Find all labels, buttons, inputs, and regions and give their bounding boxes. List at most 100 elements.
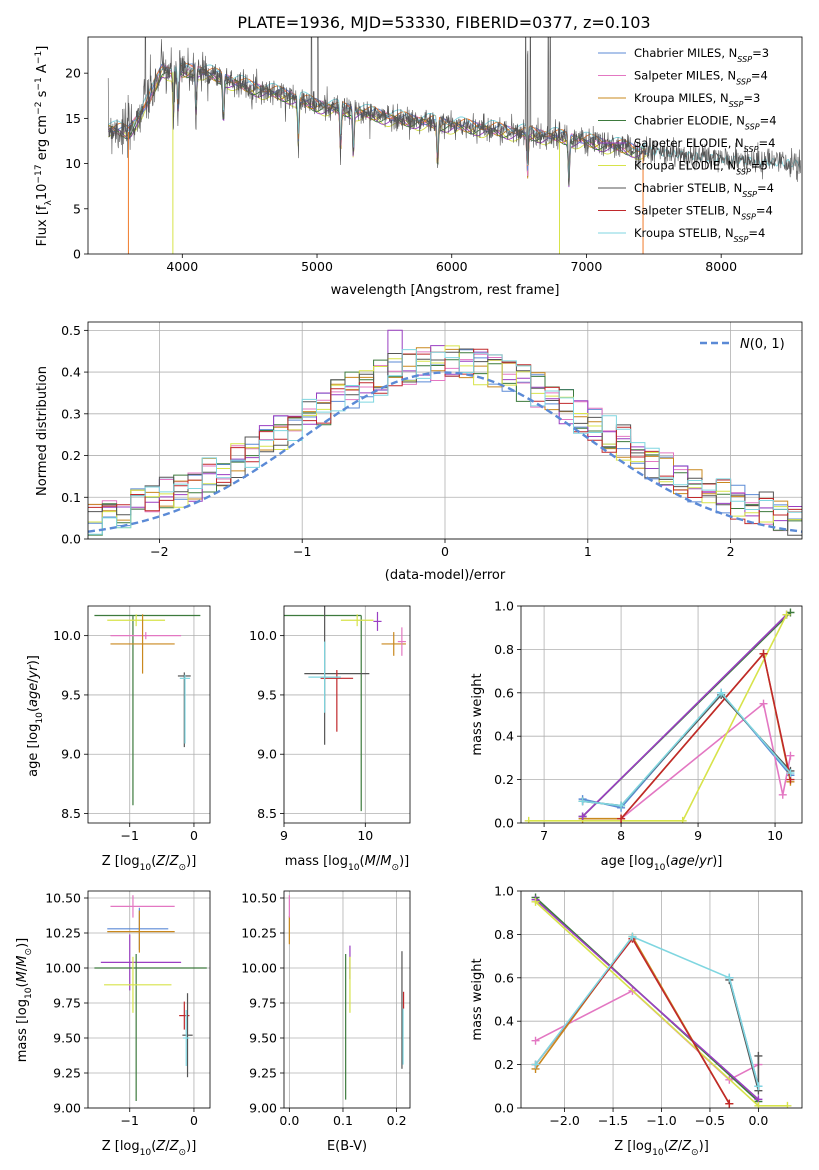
histogram-step-line xyxy=(88,349,802,535)
y-tick-label: 9.25 xyxy=(53,1066,81,1081)
legend-label: Chabrier STELIB, NSSP=4 xyxy=(634,181,774,199)
plot-area xyxy=(284,606,406,812)
weight-point-marker xyxy=(531,897,540,906)
y-tick-label: 0.2 xyxy=(494,772,514,787)
y-tick-label: 0.2 xyxy=(61,448,81,463)
x-axis-label: Z [log10(Z/Z⊙)] xyxy=(614,1139,709,1158)
x-tick-label: −1 xyxy=(121,828,139,843)
y-tick-label: 10.00 xyxy=(45,961,81,976)
y-axis-label: mass weight xyxy=(470,958,485,1040)
weight-point-marker xyxy=(578,797,587,806)
x-tick-label: 7000 xyxy=(571,259,603,274)
weight-point-marker xyxy=(524,816,533,823)
y-tick-label: 0.8 xyxy=(494,927,514,942)
x-tick-label: 0.0 xyxy=(748,1113,768,1128)
y-tick-label: 15 xyxy=(65,111,81,126)
y-tick-label: 10.25 xyxy=(241,926,277,941)
y-tick-label: 0.4 xyxy=(494,1014,514,1029)
y-tick-label: 9.25 xyxy=(249,1066,277,1081)
x-tick-label: 9 xyxy=(694,828,702,843)
axes-frame xyxy=(87,321,803,540)
weight-point-marker xyxy=(786,769,795,778)
y-axis-label: age [log10(age/yr)] xyxy=(26,655,45,777)
y-tick-label: 10.00 xyxy=(241,961,277,976)
axes-frame xyxy=(87,605,211,824)
x-tick-label: 4000 xyxy=(166,259,198,274)
weight-point-marker xyxy=(778,790,787,799)
x-axis-label: Z [log10(Z/Z⊙)] xyxy=(102,854,197,873)
axes-frame xyxy=(520,605,803,824)
y-tick-label: 0.3 xyxy=(61,406,81,421)
plot-area xyxy=(107,37,801,254)
x-axis-label: age [log10(age/yr)] xyxy=(601,854,723,873)
x-tick-label: 7 xyxy=(540,828,548,843)
y-tick-label: 9.5 xyxy=(61,687,81,702)
axes-frame xyxy=(520,890,803,1109)
y-tick-label: 0.1 xyxy=(61,490,81,505)
x-tick-label: 10 xyxy=(767,828,783,843)
spectrum-data-line xyxy=(107,37,801,187)
weight-point-marker xyxy=(617,801,626,810)
y-axis-label: Normed distribution xyxy=(35,366,50,496)
legend-label: Chabrier MILES, NSSP=3 xyxy=(634,46,769,64)
x-tick-label: 8000 xyxy=(705,259,737,274)
panel-mass-vs-EBV: 0.0 0.1 0.2 9.00 9.25 9.50 9.75 10.00 10.25 10.50… xyxy=(241,891,411,1154)
weight-point-marker xyxy=(678,816,687,823)
weight-point-marker xyxy=(754,1082,763,1091)
panel-residuals: −2 −1 0 1 2 0.0 0.1 0.2 0.3 0.4 0.5 N(0, 1) (data-mo… xyxy=(35,321,803,583)
x-tick-label: 5000 xyxy=(301,259,333,274)
plot-area xyxy=(88,329,802,536)
y-tick-label: 9.5 xyxy=(257,687,277,702)
legend-label: Salpeter MILES, NSSP=4 xyxy=(634,69,768,87)
y-tick-label: 9.50 xyxy=(53,1031,81,1046)
x-tick-label: 9 xyxy=(280,828,288,843)
x-axis-label: E(B-V) xyxy=(327,1139,367,1154)
x-tick-label: 0 xyxy=(190,1113,198,1128)
y-axis-label: mass [log10(M/M⊙)] xyxy=(15,938,34,1062)
legend-label: Salpeter STELIB, NSSP=4 xyxy=(634,204,773,222)
panel-weight-vs-age: 7 8 9 10 0.0 0.2 0.4 0.6 0.8 1.0 age [log10(age/yr… xyxy=(470,599,803,873)
weight-point-marker xyxy=(759,699,768,708)
y-tick-label: 10.25 xyxy=(45,926,81,941)
axes-frame xyxy=(87,890,211,1109)
y-tick-label: 0.6 xyxy=(494,970,514,985)
y-tick-label: 9.75 xyxy=(249,996,277,1011)
weight-point-marker xyxy=(617,814,626,823)
x-tick-label: 0.1 xyxy=(333,1113,353,1128)
y-tick-label: 0.0 xyxy=(494,1101,514,1116)
figure-title: PLATE=1936, MJD=53330, FIBERID=0377, z=0… xyxy=(237,13,650,32)
y-tick-label: 9.00 xyxy=(53,1101,81,1116)
weight-point-marker xyxy=(531,1060,540,1069)
spectrum-model-line xyxy=(107,71,647,188)
weight-series-line xyxy=(582,614,788,818)
y-tick-label: 9.0 xyxy=(61,747,81,762)
x-axis-label: Z [log10(Z/Z⊙)] xyxy=(102,1139,197,1158)
weight-point-marker xyxy=(754,1101,763,1108)
y-tick-label: 9.0 xyxy=(257,747,277,762)
x-axis-label: mass [log10(M/M⊙)] xyxy=(285,854,409,873)
x-tick-label: 6000 xyxy=(436,259,468,274)
y-tick-label: 10 xyxy=(65,156,81,171)
y-tick-label: 0.0 xyxy=(61,532,81,547)
weight-series-line xyxy=(582,693,792,807)
plot-area xyxy=(94,614,201,806)
y-tick-label: 10.0 xyxy=(249,628,277,643)
x-tick-label: 0 xyxy=(441,544,449,559)
y-tick-label: 9.50 xyxy=(249,1031,277,1046)
weight-point-marker xyxy=(786,751,795,760)
y-tick-label: 1.0 xyxy=(494,884,514,899)
legend-label: Salpeter ELODIE, NSSP=4 xyxy=(634,136,775,154)
y-tick-label: 0.2 xyxy=(494,1057,514,1072)
legend-label: N(0, 1) xyxy=(740,337,785,352)
y-axis-label: Flux [fλ10−17 erg cm−2 s−1 A−1] xyxy=(34,46,54,247)
y-axis-label: mass weight xyxy=(470,673,485,755)
weight-point-marker xyxy=(725,1099,734,1108)
x-tick-label: 0.0 xyxy=(279,1113,299,1128)
weight-point-marker xyxy=(782,610,791,619)
y-tick-label: 9.75 xyxy=(53,996,81,1011)
y-tick-label: 0.0 xyxy=(494,816,514,831)
y-tick-label: 9.00 xyxy=(249,1101,277,1116)
y-tick-label: 10.50 xyxy=(241,891,277,906)
legend-label: Kroupa STELIB, NSSP=4 xyxy=(634,226,765,244)
weight-point-marker xyxy=(754,1051,763,1060)
